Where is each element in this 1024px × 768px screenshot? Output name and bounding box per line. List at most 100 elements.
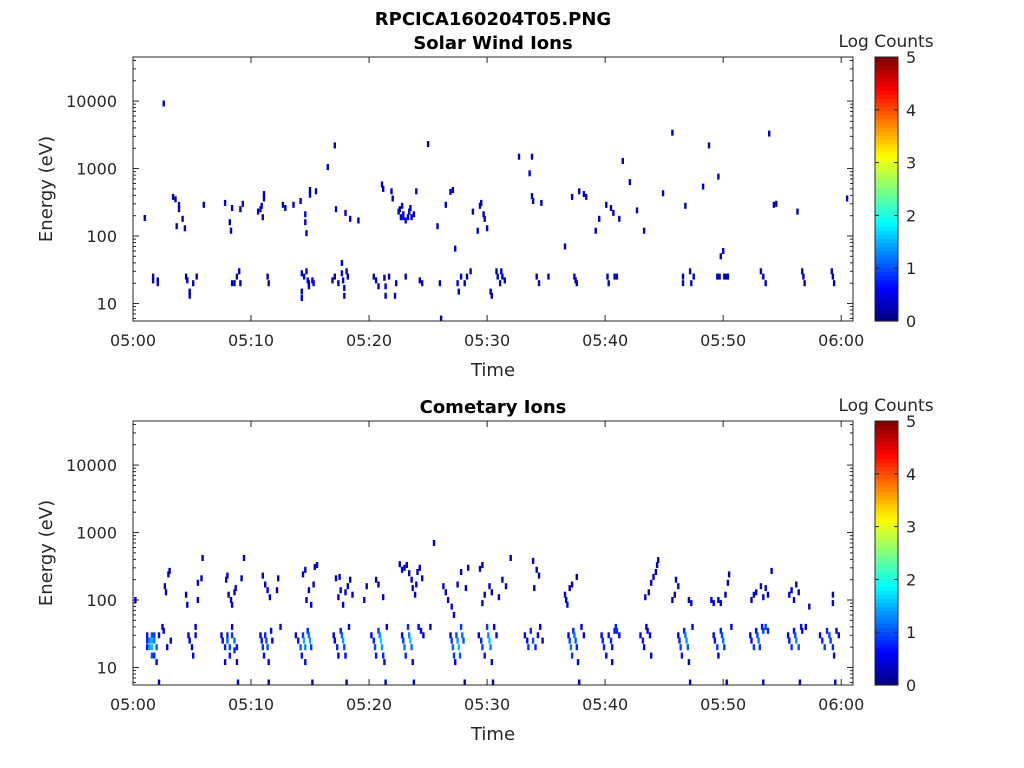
cometary-colorbar-step xyxy=(875,668,898,674)
solar-wind-colorbar-step xyxy=(875,292,898,297)
cometary-cell xyxy=(304,566,307,573)
solar-wind-cell xyxy=(426,141,430,148)
cometary-colorbar-step xyxy=(875,462,898,467)
cometary-cell xyxy=(797,589,800,596)
cometary-cell xyxy=(487,632,490,639)
cometary-cell xyxy=(400,632,404,639)
cometary-cell xyxy=(410,644,413,651)
cometary-cell xyxy=(266,587,269,594)
cometary-cell xyxy=(336,644,339,651)
cometary-colorbar-step xyxy=(875,569,898,575)
cometary-cell xyxy=(829,637,832,644)
solar-wind-colorbar-step xyxy=(875,288,898,293)
solar-wind-cell xyxy=(195,273,198,280)
cometary-cell xyxy=(795,637,798,644)
solar-wind-cell xyxy=(717,173,720,180)
solar-wind-cell xyxy=(177,201,181,208)
solar-wind-cell xyxy=(349,215,352,222)
cometary-cell xyxy=(766,627,770,634)
cometary-cell xyxy=(762,627,765,634)
solar-wind-colorbar-tick-label: 0 xyxy=(906,312,916,331)
solar-wind-cell xyxy=(503,277,506,284)
cometary-cell xyxy=(163,583,167,590)
cometary-cell xyxy=(271,637,274,644)
solar-wind-cell xyxy=(383,274,386,281)
cometary-cell xyxy=(365,583,368,590)
solar-wind-cell xyxy=(681,273,685,280)
cometary-cell xyxy=(307,632,311,639)
solar-wind-colorbar-step xyxy=(875,197,898,202)
cometary-colorbar-step xyxy=(875,445,898,451)
cometary-cell xyxy=(533,585,536,592)
solar-wind-cell xyxy=(801,268,804,275)
cometary-cell xyxy=(687,659,691,666)
cometary-cell xyxy=(762,594,765,601)
cometary-cell xyxy=(341,601,345,608)
cometary-cell xyxy=(641,637,645,644)
solar-wind-cell xyxy=(482,211,485,218)
solar-wind-cell xyxy=(454,245,457,252)
cometary-cell xyxy=(491,679,495,686)
cometary-cell xyxy=(134,597,137,603)
cometary-cell xyxy=(223,659,227,666)
solar-wind-cell xyxy=(575,280,578,287)
cometary-colorbar-tick-label: 2 xyxy=(906,570,916,589)
cometary-cell xyxy=(385,623,388,630)
solar-wind-cell xyxy=(402,214,405,221)
cometary-cell xyxy=(150,637,154,644)
solar-wind-colorbar-step xyxy=(875,193,898,198)
cometary-cell xyxy=(490,659,493,666)
cometary-cell xyxy=(639,632,642,639)
cometary-cell xyxy=(602,644,606,651)
solar-wind-colorbar-step xyxy=(875,184,898,190)
solar-wind-cell xyxy=(582,191,586,197)
cometary-cell xyxy=(347,623,351,630)
cometary-cell xyxy=(262,652,266,659)
solar-wind-cell xyxy=(722,248,725,254)
cometary-cell xyxy=(456,581,459,588)
cometary-cell xyxy=(196,597,200,603)
solar-wind-cell xyxy=(259,206,262,213)
solar-wind-cell xyxy=(175,223,178,230)
cometary-cell xyxy=(146,637,149,644)
solar-wind-cell xyxy=(228,219,231,226)
cometary-xlabel: Time xyxy=(470,724,515,745)
solar-wind-cell xyxy=(463,280,466,287)
solar-wind-cell xyxy=(692,273,695,280)
cometary-cell xyxy=(678,637,681,644)
cometary-cell xyxy=(454,659,457,666)
solar-wind-cell xyxy=(471,208,475,215)
cometary-colorbar-step xyxy=(875,429,898,434)
cometary-cell xyxy=(416,569,419,575)
cometary-cell xyxy=(374,652,378,659)
cometary-colorbar-step xyxy=(875,573,898,579)
cometary-cell xyxy=(408,632,411,639)
solar-wind-cell xyxy=(308,187,312,193)
cometary-cell xyxy=(422,632,425,639)
solar-wind-colorbar-tick-label: 5 xyxy=(906,48,916,67)
cometary-colorbar-tick-label: 4 xyxy=(906,465,916,484)
cometary-cell xyxy=(795,581,798,588)
cometary-cell xyxy=(459,569,463,575)
cometary-cell xyxy=(264,581,267,588)
cometary-cell xyxy=(452,612,456,618)
cometary-cell xyxy=(155,644,158,651)
cometary-cell xyxy=(578,679,581,686)
solar-wind-title: Solar Wind Ions xyxy=(413,33,572,54)
cometary-colorbar-frame xyxy=(874,420,899,686)
solar-wind-colorbar-step xyxy=(875,201,898,207)
cometary-cell xyxy=(755,589,758,596)
solar-wind-cell xyxy=(615,273,619,280)
cometary-cell xyxy=(226,637,229,644)
solar-wind-cell xyxy=(684,202,687,209)
solar-wind-cell xyxy=(605,201,608,208)
solar-wind-ytick-label: 10000 xyxy=(66,92,117,111)
cometary-xtick-label: 05:30 xyxy=(464,695,510,714)
cometary-cell xyxy=(615,627,619,634)
solar-wind-colorbar-step xyxy=(875,271,898,277)
solar-wind-colorbar-frame xyxy=(874,56,899,322)
cometary-cell xyxy=(230,601,234,608)
cometary-colorbar-step xyxy=(875,627,898,632)
cometary-cell xyxy=(523,632,527,639)
solar-wind-colorbar-step xyxy=(875,226,898,231)
